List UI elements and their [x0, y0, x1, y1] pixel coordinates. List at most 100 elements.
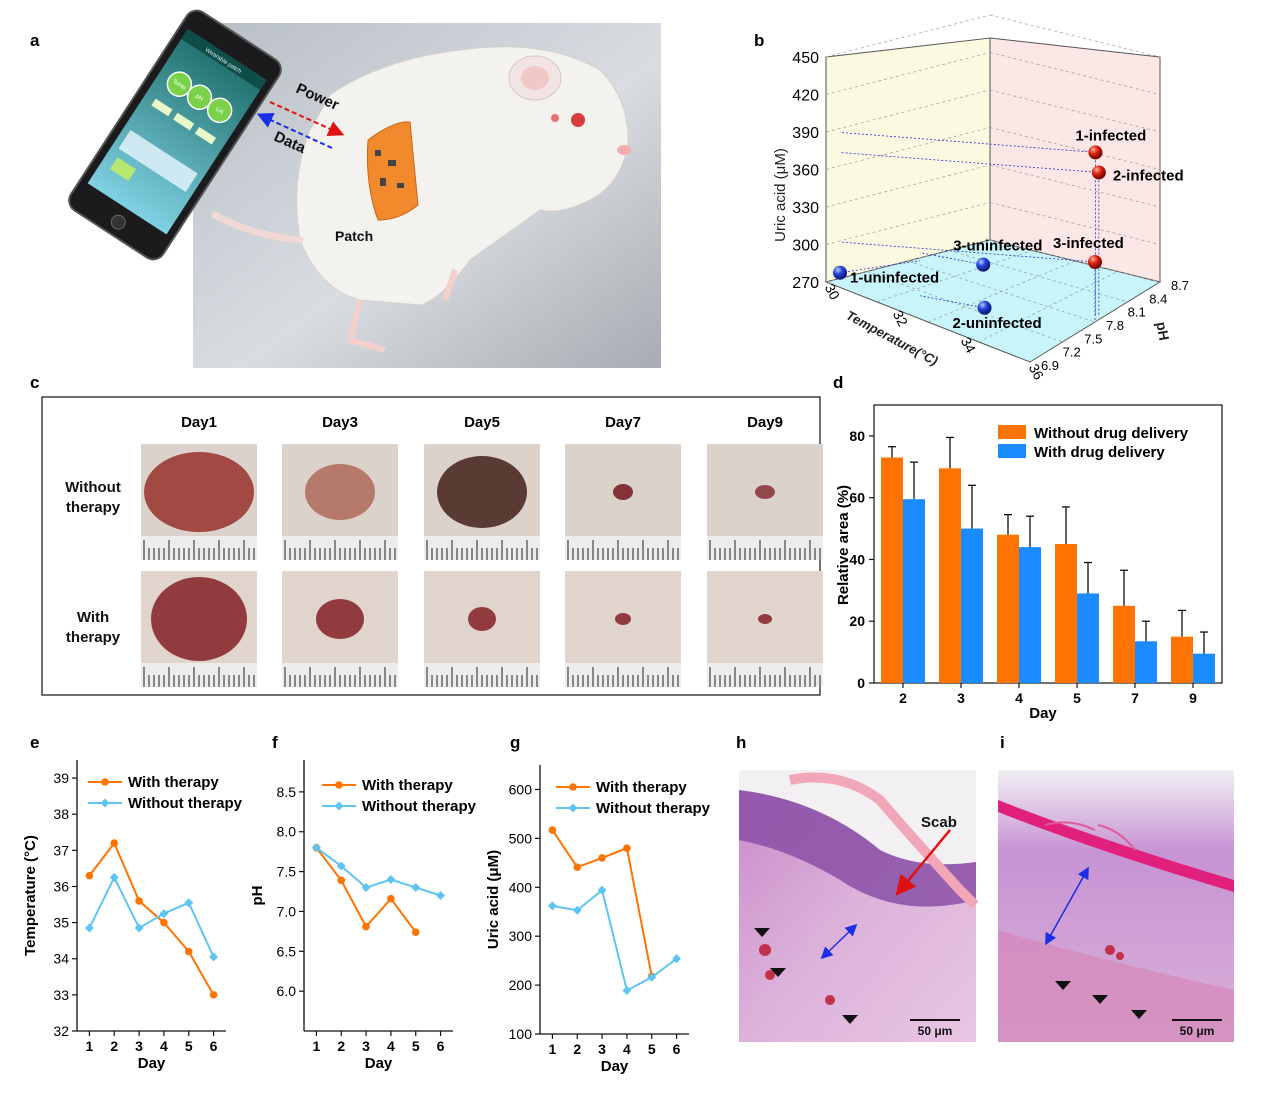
g-legend-marker-without [568, 803, 578, 813]
f-xtick-label-2: 2 [337, 1038, 345, 1054]
scab-label: Scab [921, 814, 957, 831]
g-point-with-1 [548, 826, 557, 834]
day-label-1: Day1 [181, 414, 217, 431]
b-point-3-infected [1088, 255, 1102, 269]
b-ztick-label-330: 330 [792, 200, 819, 217]
wound-photo-r2-c1 [141, 571, 257, 687]
wound-photo-r1-c5 [707, 444, 823, 560]
b-point-label-1-infected: 1-infected [1075, 127, 1146, 144]
b-point-label-3-infected: 3-infected [1053, 235, 1124, 252]
e-x-axis-label: Day [138, 1055, 166, 1072]
d-xtick-label-5: 5 [1073, 690, 1081, 706]
day-label-5: Day9 [747, 414, 783, 431]
d-x-axis-label: Day [1029, 705, 1057, 722]
e-xtick-label-2: 2 [110, 1038, 118, 1054]
d-bar-without-day4 [997, 534, 1019, 683]
panel-letter-i: i [1000, 733, 1005, 752]
b-y-axis-label: pH [1153, 321, 1172, 342]
e-legend-label-with: With therapy [128, 774, 219, 791]
d-bar-without-day9 [1171, 636, 1193, 683]
panel-letter-b: b [754, 31, 764, 50]
b-grid-left-450 [825, 14, 991, 58]
row-label-without-l2: therapy [66, 499, 121, 516]
g-ytick-label-500: 500 [509, 830, 533, 846]
d-bar-with-day9 [1193, 653, 1215, 683]
e-ytick-label-39: 39 [53, 770, 69, 786]
f-legend-marker-with [335, 781, 343, 789]
d-xtick-label-9: 9 [1189, 690, 1197, 706]
g-y-axis-label: Uric acid (μM) [485, 850, 502, 949]
g-line-with [551, 829, 653, 977]
i-marker-2 [1092, 995, 1108, 1004]
g-ytick-label-300: 300 [509, 928, 533, 944]
d-ytick-label-20: 20 [849, 613, 865, 629]
wound-photo-r2-c3 [424, 571, 540, 687]
d-bar-without-day5 [1055, 544, 1077, 683]
b-grid-right-360 [989, 127, 1161, 170]
g-ytick-label-100: 100 [509, 1026, 533, 1042]
d-bar-with-day4 [1019, 547, 1041, 683]
g-point-without-4 [622, 985, 632, 995]
day-label-3: Day5 [464, 414, 500, 431]
e-point-with-2 [110, 839, 119, 847]
e-xtick-label-4: 4 [160, 1038, 168, 1054]
g-xtick-label-6: 6 [673, 1041, 681, 1057]
b-xtick-label-36: 36 [1026, 361, 1048, 382]
g-xtick-label-4: 4 [623, 1041, 631, 1057]
e-ytick-label-32: 32 [53, 1023, 69, 1039]
i-marker-1 [1055, 981, 1071, 990]
wound-photo-r2-c5 [707, 571, 823, 687]
d-legend-swatch-with [998, 444, 1026, 458]
b-point-2-infected [1091, 165, 1106, 180]
e-ytick-label-36: 36 [53, 878, 69, 894]
b-ztick-label-300: 300 [792, 238, 819, 255]
f-ytick-label-6.5: 6.5 [277, 943, 297, 959]
wound-photo-r2-c4 [565, 571, 681, 687]
b-grid-left-300 [825, 202, 991, 245]
e-point-with-4 [160, 918, 168, 927]
d-bar-with-day7 [1135, 641, 1157, 683]
g-point-with-2 [573, 863, 582, 872]
f-point-with-4 [387, 894, 395, 903]
panel-h-histology: h Scab 50 μm [736, 733, 979, 1042]
wound-photo-r1-c4 [565, 444, 681, 560]
b-grid-right-390 [989, 89, 1161, 133]
g-legend-label-without: Without therapy [596, 800, 711, 817]
g-xtick-label-3: 3 [598, 1041, 606, 1057]
f-point-without-6 [436, 891, 446, 900]
i-thickness-arrow [1045, 866, 1089, 946]
panel-b-3d-scatter: b 1-infected 2-infected 3-infected 1-uninfe… [754, 14, 1189, 382]
data-arrow [256, 113, 333, 149]
g-point-without-1 [547, 901, 557, 911]
d-bar-with-day3 [961, 528, 983, 683]
g-ytick-label-200: 200 [509, 977, 533, 993]
g-legend-marker-with [569, 783, 577, 791]
i-dermis [998, 930, 1234, 1042]
e-point-without-4 [159, 909, 169, 919]
b-point-3-uninfected [976, 257, 991, 272]
e-y-axis-label: Temperature (°C) [22, 835, 39, 956]
b-proj-3-infected [839, 241, 1096, 263]
d-ytick-label-60: 60 [849, 490, 865, 506]
g-ytick-label-400: 400 [509, 879, 533, 895]
b-grid-right-450 [989, 14, 1161, 58]
panel-letter-g: g [510, 733, 520, 752]
e-ytick-label-35: 35 [53, 915, 69, 931]
d-plot-frame [873, 404, 1223, 684]
h-infiltrate-layer [739, 790, 976, 907]
day-label-2: Day3 [322, 414, 358, 431]
f-x-axis-label: Day [365, 1055, 393, 1072]
b-points: 1-infected 2-infected 3-infected 1-uninfect… [833, 127, 1184, 332]
g-line-without [552, 888, 678, 992]
i-scale-label: 50 μm [1180, 1024, 1215, 1038]
e-point-without-2 [109, 872, 119, 882]
f-legend-label-without: Without therapy [362, 798, 477, 815]
row-label-without: Without therapy [65, 479, 121, 516]
e-point-without-5 [184, 898, 194, 908]
g-xtick-label-2: 2 [573, 1041, 581, 1057]
d-legend-swatch-without [998, 425, 1026, 439]
b-grid-right-270 [989, 239, 1161, 283]
b-ztick-label-420: 420 [792, 88, 819, 105]
